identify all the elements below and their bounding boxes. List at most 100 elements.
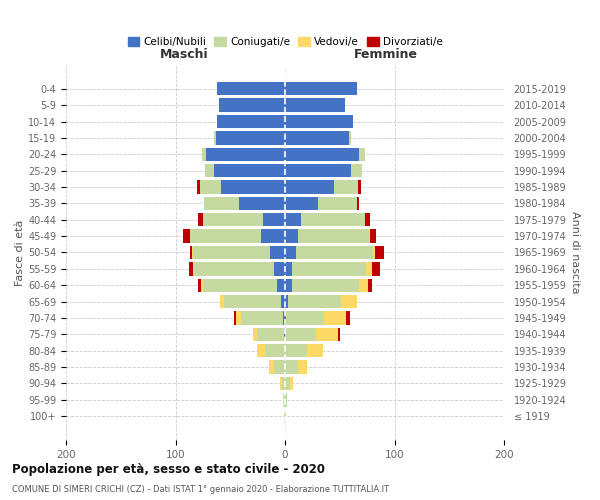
Bar — [285, 230, 298, 243]
Bar — [188, 262, 193, 276]
Bar — [274, 360, 285, 374]
Bar — [358, 180, 361, 194]
Bar — [316, 328, 338, 341]
Y-axis label: Anni di nascita: Anni di nascita — [571, 211, 580, 294]
Bar — [346, 312, 350, 324]
Bar — [269, 246, 285, 259]
Bar — [265, 344, 285, 358]
Bar — [217, 82, 285, 96]
Bar — [277, 278, 285, 292]
Bar — [280, 377, 282, 390]
Bar — [292, 278, 359, 292]
Bar — [193, 262, 194, 276]
Bar — [190, 230, 261, 243]
Bar — [286, 312, 325, 324]
Bar — [285, 344, 307, 358]
Bar — [192, 246, 193, 259]
Bar — [205, 164, 214, 177]
Bar — [216, 131, 285, 144]
Text: COMUNE DI SIMERI CRICHI (CZ) - Dati ISTAT 1° gennaio 2020 - Elaborazione TUTTITA: COMUNE DI SIMERI CRICHI (CZ) - Dati ISTA… — [12, 485, 389, 494]
Bar — [371, 262, 380, 276]
Bar — [349, 131, 350, 144]
Legend: Celibi/Nubili, Coniugati/e, Vedovi/e, Divorziati/e: Celibi/Nubili, Coniugati/e, Vedovi/e, Di… — [124, 32, 446, 51]
Bar — [298, 230, 370, 243]
Bar — [284, 328, 285, 341]
Bar — [285, 328, 316, 341]
Bar — [350, 164, 362, 177]
Bar — [194, 262, 274, 276]
Bar — [307, 344, 323, 358]
Bar — [183, 230, 190, 243]
Bar — [224, 295, 281, 308]
Bar — [365, 213, 370, 226]
Bar — [357, 196, 359, 210]
Bar — [214, 164, 285, 177]
Bar — [282, 377, 285, 390]
Bar — [214, 131, 216, 144]
Bar — [220, 98, 285, 112]
Bar — [301, 213, 365, 226]
Text: Popolazione per età, sesso e stato civile - 2020: Popolazione per età, sesso e stato civil… — [12, 462, 325, 475]
Text: Maschi: Maschi — [160, 48, 209, 61]
Bar — [285, 115, 353, 128]
Bar — [368, 278, 371, 292]
Bar — [285, 262, 292, 276]
Bar — [285, 148, 359, 161]
Bar — [318, 196, 357, 210]
Bar — [292, 262, 366, 276]
Bar — [338, 328, 340, 341]
Bar — [285, 164, 350, 177]
Bar — [199, 278, 200, 292]
Bar — [241, 312, 283, 324]
Bar — [217, 115, 285, 128]
Bar — [285, 131, 349, 144]
Bar — [200, 180, 221, 194]
Bar — [203, 278, 277, 292]
Bar — [285, 410, 286, 423]
Bar — [190, 246, 192, 259]
Bar — [285, 180, 334, 194]
Bar — [366, 262, 371, 276]
Bar — [285, 82, 357, 96]
Bar — [220, 295, 224, 308]
Bar — [285, 246, 296, 259]
Bar — [257, 344, 265, 358]
Bar — [233, 312, 236, 324]
Bar — [375, 246, 383, 259]
Bar — [283, 312, 285, 324]
Bar — [283, 393, 284, 406]
Bar — [285, 278, 292, 292]
Bar — [285, 98, 345, 112]
Bar — [285, 393, 287, 406]
Bar — [298, 360, 307, 374]
Bar — [285, 377, 290, 390]
Bar — [370, 230, 376, 243]
Bar — [203, 213, 263, 226]
Bar — [359, 278, 368, 292]
Y-axis label: Fasce di età: Fasce di età — [15, 220, 25, 286]
Bar — [193, 246, 269, 259]
Bar — [373, 246, 375, 259]
Text: Femmine: Femmine — [354, 48, 418, 61]
Bar — [334, 180, 358, 194]
Bar — [341, 295, 357, 308]
Bar — [239, 196, 285, 210]
Bar — [253, 328, 257, 341]
Bar — [199, 213, 203, 226]
Bar — [257, 328, 284, 341]
Bar — [325, 312, 346, 324]
Bar — [206, 148, 285, 161]
Bar — [197, 180, 200, 194]
Bar — [236, 312, 241, 324]
Bar — [274, 262, 285, 276]
Bar — [285, 213, 301, 226]
Bar — [284, 410, 285, 423]
Bar — [284, 393, 285, 406]
Bar — [281, 295, 285, 308]
Bar — [269, 360, 274, 374]
Bar — [285, 295, 288, 308]
Bar — [285, 360, 298, 374]
Bar — [285, 312, 286, 324]
Bar — [285, 196, 318, 210]
Bar — [200, 278, 203, 292]
